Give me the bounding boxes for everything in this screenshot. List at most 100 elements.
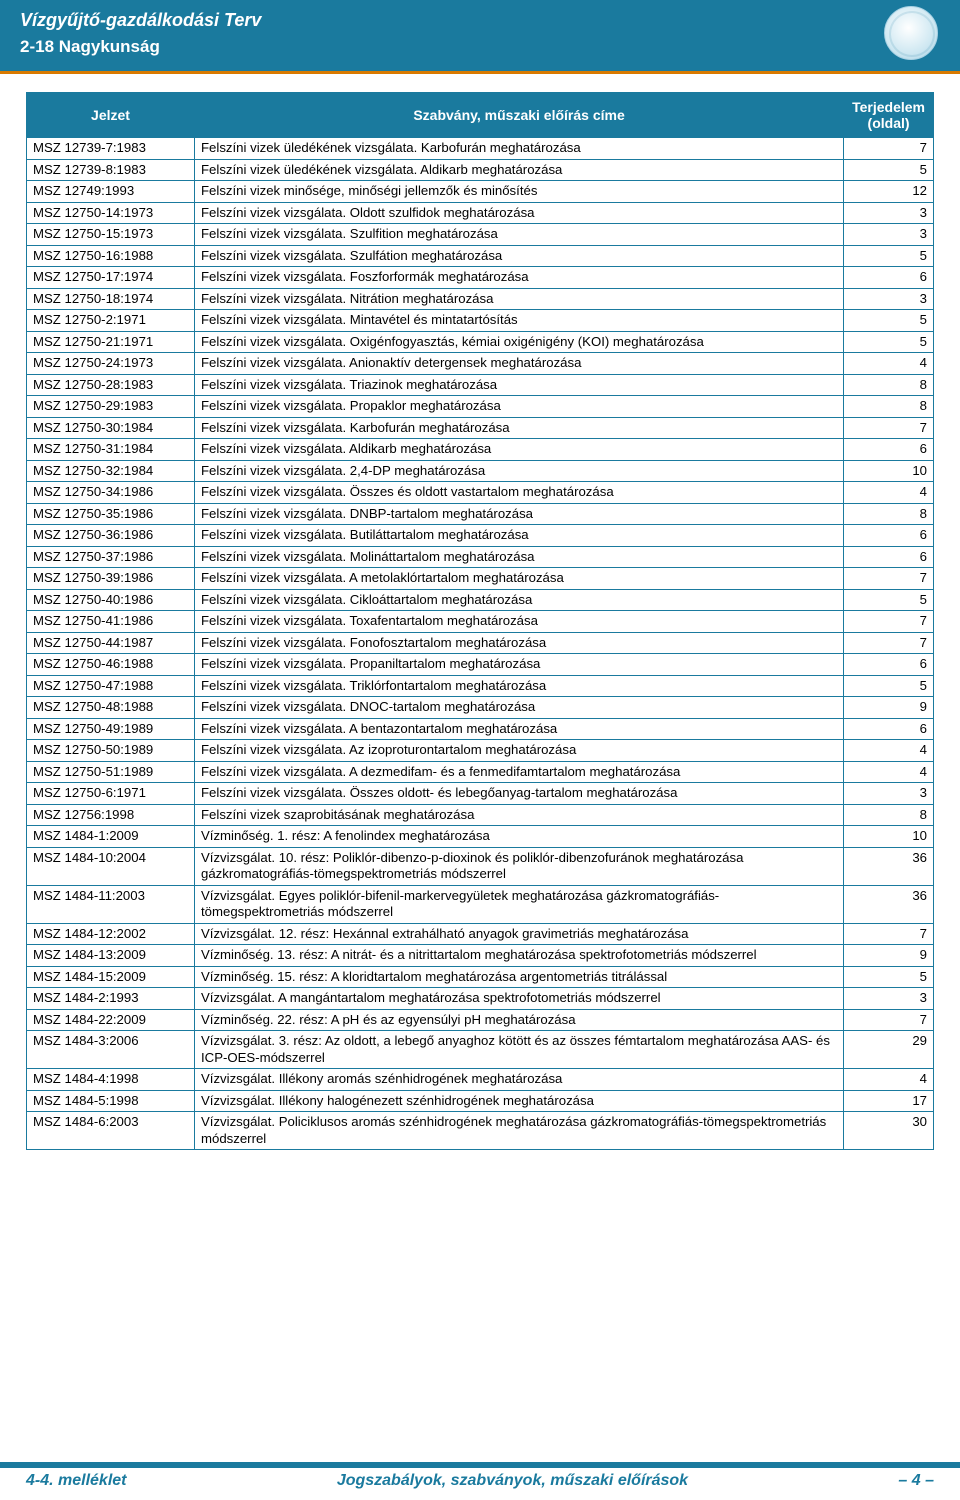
cell-terjedelem: 10 [844,826,934,848]
cell-terjedelem: 6 [844,439,934,461]
table-header-row: Jelzet Szabvány, műszaki előírás címe Te… [27,93,934,138]
table-row: MSZ 12750-15:1973Felszíni vizek vizsgála… [27,224,934,246]
cell-cime: Felszíni vizek vizsgálata. Az izoproturo… [195,740,844,762]
col-cime: Szabvány, műszaki előírás címe [195,93,844,138]
table-row: MSZ 12750-35:1986Felszíni vizek vizsgála… [27,503,934,525]
table-row: MSZ 12750-41:1986Felszíni vizek vizsgála… [27,611,934,633]
cell-jelzet: MSZ 12750-17:1974 [27,267,195,289]
table-row: MSZ 12750-46:1988Felszíni vizek vizsgála… [27,654,934,676]
cell-cime: Vízminőség. 15. rész: A kloridtartalom m… [195,966,844,988]
cell-jelzet: MSZ 1484-15:2009 [27,966,195,988]
cell-jelzet: MSZ 12750-39:1986 [27,568,195,590]
cell-cime: Felszíni vizek vizsgálata. 2,4-DP meghat… [195,460,844,482]
footer-right: – 4 – [898,1472,934,1490]
cell-jelzet: MSZ 1484-1:2009 [27,826,195,848]
cell-cime: Vízminőség. 22. rész: A pH és az egyensú… [195,1009,844,1031]
table-row: MSZ 12750-32:1984Felszíni vizek vizsgála… [27,460,934,482]
cell-cime: Felszíni vizek minősége, minőségi jellem… [195,181,844,203]
cell-jelzet: MSZ 12750-14:1973 [27,202,195,224]
cell-cime: Felszíni vizek vizsgálata. DNBP-tartalom… [195,503,844,525]
cell-jelzet: MSZ 1484-13:2009 [27,945,195,967]
footer-bar [0,1462,960,1468]
standards-table: Jelzet Szabvány, műszaki előírás címe Te… [26,92,934,1150]
cell-terjedelem: 29 [844,1031,934,1069]
cell-terjedelem: 6 [844,525,934,547]
cell-jelzet: MSZ 12739-7:1983 [27,138,195,160]
cell-cime: Felszíni vizek vizsgálata. A bentazontar… [195,718,844,740]
cell-terjedelem: 17 [844,1090,934,1112]
cell-jelzet: MSZ 12750-24:1973 [27,353,195,375]
cell-cime: Felszíni vizek vizsgálata. A dezmedifam-… [195,761,844,783]
cell-terjedelem: 10 [844,460,934,482]
footer-left: 4-4. melléklet [26,1472,127,1490]
cell-cime: Felszíni vizek vizsgálata. Fonofosztarta… [195,632,844,654]
cell-cime: Felszíni vizek üledékének vizsgálata. Al… [195,159,844,181]
table-row: MSZ 1484-1:2009Vízminőség. 1. rész: A fe… [27,826,934,848]
cell-cime: Felszíni vizek vizsgálata. A metolaklórt… [195,568,844,590]
page-footer: 4-4. melléklet Jogszabályok, szabványok,… [0,1462,960,1500]
cell-terjedelem: 9 [844,945,934,967]
cell-jelzet: MSZ 12750-36:1986 [27,525,195,547]
table-row: MSZ 12750-34:1986Felszíni vizek vizsgála… [27,482,934,504]
cell-cime: Felszíni vizek vizsgálata. Mintavétel és… [195,310,844,332]
table-row: MSZ 1484-10:2004Vízvizsgálat. 10. rész: … [27,847,934,885]
cell-terjedelem: 5 [844,245,934,267]
cell-terjedelem: 5 [844,310,934,332]
cell-terjedelem: 7 [844,138,934,160]
cell-jelzet: MSZ 12750-47:1988 [27,675,195,697]
table-row: MSZ 1484-22:2009Vízminőség. 22. rész: A … [27,1009,934,1031]
table-row: MSZ 12750-37:1986Felszíni vizek vizsgála… [27,546,934,568]
cell-terjedelem: 8 [844,503,934,525]
table-row: MSZ 1484-13:2009Vízminőség. 13. rész: A … [27,945,934,967]
cell-jelzet: MSZ 12739-8:1983 [27,159,195,181]
table-row: MSZ 12750-44:1987Felszíni vizek vizsgála… [27,632,934,654]
cell-terjedelem: 3 [844,202,934,224]
cell-jelzet: MSZ 1484-3:2006 [27,1031,195,1069]
cell-jelzet: MSZ 12750-35:1986 [27,503,195,525]
cell-cime: Felszíni vizek vizsgálata. DNOC-tartalom… [195,697,844,719]
doc-title: Vízgyűjtő-gazdálkodási Terv [20,10,940,31]
cell-cime: Vízminőség. 1. rész: A fenolindex meghat… [195,826,844,848]
cell-terjedelem: 6 [844,654,934,676]
cell-jelzet: MSZ 1484-6:2003 [27,1112,195,1150]
cell-terjedelem: 6 [844,546,934,568]
cell-terjedelem: 3 [844,988,934,1010]
table-row: MSZ 12750-49:1989Felszíni vizek vizsgála… [27,718,934,740]
cell-cime: Felszíni vizek vizsgálata. Triazinok meg… [195,374,844,396]
cell-terjedelem: 30 [844,1112,934,1150]
cell-jelzet: MSZ 1484-12:2002 [27,923,195,945]
cell-jelzet: MSZ 12750-16:1988 [27,245,195,267]
table-row: MSZ 12750-31:1984Felszíni vizek vizsgála… [27,439,934,461]
cell-cime: Felszíni vizek vizsgálata. Molináttartal… [195,546,844,568]
cell-cime: Felszíni vizek vizsgálata. Nitrátion meg… [195,288,844,310]
cell-cime: Felszíni vizek üledékének vizsgálata. Ka… [195,138,844,160]
cell-terjedelem: 5 [844,589,934,611]
cell-jelzet: MSZ 12756:1998 [27,804,195,826]
table-row: MSZ 1484-6:2003Vízvizsgálat. Policikluso… [27,1112,934,1150]
table-row: MSZ 1484-11:2003Vízvizsgálat. Egyes poli… [27,885,934,923]
cell-jelzet: MSZ 12750-41:1986 [27,611,195,633]
table-row: MSZ 1484-12:2002Vízvizsgálat. 12. rész: … [27,923,934,945]
cell-terjedelem: 8 [844,396,934,418]
cell-terjedelem: 4 [844,761,934,783]
cell-cime: Vízminőség. 13. rész: A nitrát- és a nit… [195,945,844,967]
table-row: MSZ 12750-6:1971Felszíni vizek vizsgálat… [27,783,934,805]
table-row: MSZ 1484-2:1993Vízvizsgálat. A mangántar… [27,988,934,1010]
cell-cime: Felszíni vizek vizsgálata. Összes oldott… [195,783,844,805]
cell-jelzet: MSZ 12750-40:1986 [27,589,195,611]
cell-terjedelem: 36 [844,847,934,885]
cell-jelzet: MSZ 12750-15:1973 [27,224,195,246]
table-row: MSZ 1484-3:2006Vízvizsgálat. 3. rész: Az… [27,1031,934,1069]
table-row: MSZ 12750-47:1988Felszíni vizek vizsgála… [27,675,934,697]
cell-terjedelem: 5 [844,159,934,181]
cell-terjedelem: 5 [844,675,934,697]
cell-terjedelem: 7 [844,923,934,945]
cell-jelzet: MSZ 12750-49:1989 [27,718,195,740]
cell-cime: Vízvizsgálat. 10. rész: Poliklór-dibenzo… [195,847,844,885]
cell-cime: Felszíni vizek vizsgálata. Triklórfontar… [195,675,844,697]
cell-terjedelem: 3 [844,224,934,246]
cell-jelzet: MSZ 12750-31:1984 [27,439,195,461]
cell-cime: Felszíni vizek vizsgálata. Propaniltarta… [195,654,844,676]
col-terjedelem: Terjedelem (oldal) [844,93,934,138]
table-row: MSZ 12750-14:1973Felszíni vizek vizsgála… [27,202,934,224]
